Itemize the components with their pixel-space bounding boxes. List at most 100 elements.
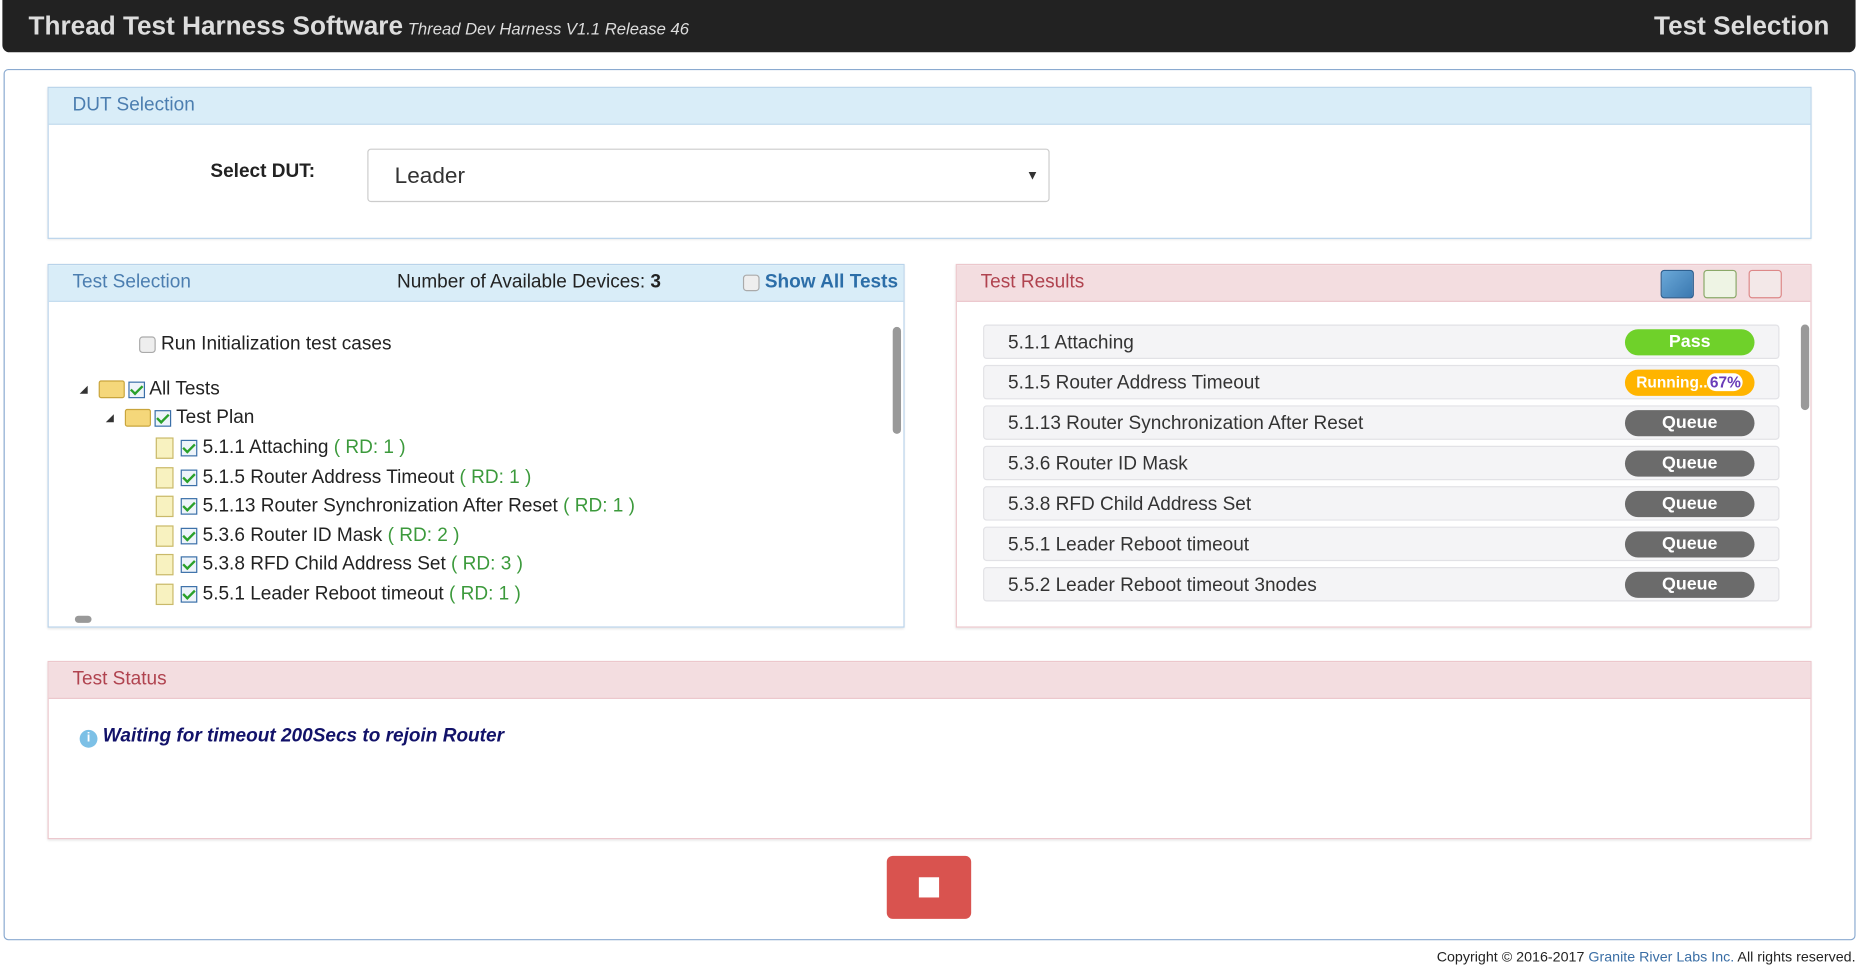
dut-selected-value: Leader <box>394 164 465 190</box>
test-selection-panel: Test Selection Number of Available Devic… <box>47 263 905 628</box>
stop-icon <box>918 877 940 898</box>
status-text: Queue <box>1661 574 1718 595</box>
result-row: 5.1.5 Router Address Timeout Running.. 67% <box>983 364 1780 400</box>
test-results-title: Test Results <box>980 272 1085 293</box>
document-icon <box>155 495 174 518</box>
app-header: Thread Test Harness Software Thread Dev H… <box>2 0 1856 53</box>
tree-checkbox[interactable] <box>180 498 198 515</box>
tree-checkbox[interactable] <box>128 381 146 398</box>
status-badge: Queue <box>1624 410 1755 437</box>
result-test-name: 5.3.6 Router ID Mask <box>1008 454 1188 475</box>
expand-triangle-icon[interactable]: ◢ <box>79 383 88 395</box>
status-text: Queue <box>1661 493 1718 514</box>
tree-test-item[interactable]: 5.3.6 Router ID Mask ( RD: 2 ) <box>155 525 460 547</box>
status-text: Queue <box>1661 533 1718 554</box>
test-name: 5.3.6 Router ID Mask <box>202 525 383 546</box>
run-init-checkbox[interactable] <box>139 336 156 353</box>
status-text: Queue <box>1661 452 1718 474</box>
available-devices-label: Number of Available Devices: <box>397 272 646 293</box>
tree-test-item[interactable]: 5.1.5 Router Address Timeout ( RD: 1 ) <box>155 466 532 489</box>
tree-node-test-plan[interactable]: ◢ Test Plan <box>106 408 255 429</box>
result-row: 5.3.8 RFD Child Address Set Queue <box>983 486 1780 521</box>
tree-test-item[interactable]: 5.3.8 RFD Child Address Set ( RD: 3 ) <box>155 554 523 576</box>
status-message: Waiting for timeout 200Secs to rejoin Ro… <box>102 726 504 747</box>
document-icon <box>155 466 174 489</box>
result-row: 5.5.1 Leader Reboot timeout Queue <box>983 526 1780 562</box>
chevron-down-icon: ▼ <box>1025 168 1039 184</box>
app-title: Thread Test Harness Software Thread Dev H… <box>29 11 689 42</box>
excel-export-icon[interactable] <box>1703 269 1737 299</box>
test-results-header: Test Results <box>956 265 1811 302</box>
document-icon <box>155 525 174 547</box>
app-title-text: Thread Test Harness Software <box>28 10 404 41</box>
status-badge: Pass <box>1624 329 1755 356</box>
tree-checkbox[interactable] <box>180 527 198 545</box>
status-badge: Queue <box>1624 571 1755 598</box>
stop-button[interactable] <box>886 855 972 919</box>
status-badge: Queue <box>1624 450 1755 477</box>
tree-test-item[interactable]: 5.1.1 Attaching ( RD: 1 ) <box>155 437 406 459</box>
tree-checkbox[interactable] <box>180 439 198 457</box>
page-title: Test Selection <box>1654 10 1830 41</box>
chart-export-icon[interactable] <box>1660 269 1694 299</box>
test-selection-header: Test Selection Number of Available Devic… <box>48 265 904 302</box>
dut-panel-title: DUT Selection <box>48 87 1811 125</box>
status-text: Pass <box>1668 331 1711 352</box>
result-test-name: 5.5.2 Leader Reboot timeout 3nodes <box>1008 575 1317 596</box>
test-name: 5.1.5 Router Address Timeout <box>202 466 455 488</box>
dut-selection-panel: DUT Selection Select DUT: Leader ▼ <box>47 86 1812 239</box>
rights-text: All rights reserved. <box>1737 948 1856 966</box>
tree-test-item[interactable]: 5.1.13 Router Synchronization After Rese… <box>155 495 635 518</box>
result-test-name: 5.1.1 Attaching <box>1008 332 1134 354</box>
main-container <box>3 68 1856 941</box>
show-all-tests-toggle[interactable]: Show All Tests <box>742 265 899 301</box>
status-text: Running.. <box>1636 373 1708 392</box>
tree-checkbox[interactable] <box>180 586 198 603</box>
tree-checkbox[interactable] <box>180 556 198 574</box>
result-row: 5.3.6 Router ID Mask Queue <box>983 445 1780 481</box>
result-test-name: 5.5.1 Leader Reboot timeout <box>1008 534 1250 556</box>
available-devices: Number of Available Devices: 3 <box>397 265 661 301</box>
result-test-name: 5.1.5 Router Address Timeout <box>1008 373 1260 394</box>
rd-count: ( RD: 3 ) <box>451 554 523 575</box>
company-link[interactable]: Granite River Labs Inc. <box>1588 948 1735 966</box>
tree-checkbox[interactable] <box>180 469 198 486</box>
copyright-text: Copyright © 2016-2017 <box>1436 948 1585 966</box>
show-all-label: Show All Tests <box>764 272 899 293</box>
rd-count: ( RD: 1 ) <box>459 466 532 488</box>
tree-test-item[interactable]: 5.5.1 Leader Reboot timeout ( RD: 1 ) <box>155 583 521 606</box>
pdf-export-icon[interactable] <box>1748 269 1782 299</box>
show-all-checkbox[interactable] <box>742 274 760 291</box>
tree-node-all-tests[interactable]: ◢ All Tests <box>80 379 220 400</box>
result-row: 5.1.1 Attaching Pass <box>983 324 1780 359</box>
progress-percent: 67% <box>1707 373 1744 392</box>
expand-triangle-icon[interactable]: ◢ <box>105 411 115 424</box>
horizontal-scrollbar[interactable] <box>74 615 92 623</box>
vertical-scrollbar[interactable] <box>892 326 902 434</box>
rd-count: ( RD: 1 ) <box>333 437 406 458</box>
result-row: 5.1.13 Router Synchronization After Rese… <box>983 405 1780 440</box>
status-message-row: i Waiting for timeout 200Secs to rejoin … <box>79 726 504 748</box>
tree-label: Test Plan <box>176 407 255 428</box>
run-init-option[interactable]: Run Initialization test cases <box>139 334 391 355</box>
footer: Copyright © 2016-2017 Granite River Labs… <box>1437 949 1856 966</box>
status-badge: Queue <box>1624 490 1755 518</box>
run-init-label: Run Initialization test cases <box>161 334 392 355</box>
folder-icon <box>98 380 125 399</box>
document-icon <box>155 554 174 576</box>
app-version: Thread Dev Harness V1.1 Release 46 <box>407 19 689 39</box>
document-icon <box>155 437 174 459</box>
result-row: 5.5.2 Leader Reboot timeout 3nodes Queue <box>983 567 1780 602</box>
rd-count: ( RD: 1 ) <box>448 583 521 605</box>
status-badge: Running.. 67% <box>1624 369 1755 396</box>
tree-label: All Tests <box>149 379 220 400</box>
rd-count: ( RD: 2 ) <box>387 525 460 546</box>
dut-select[interactable]: Leader ▼ <box>367 148 1050 203</box>
test-name: 5.1.1 Attaching <box>202 437 329 458</box>
test-status-title: Test Status <box>48 662 1811 699</box>
test-name: 5.3.8 RFD Child Address Set <box>202 554 446 575</box>
test-name: 5.5.1 Leader Reboot timeout <box>202 583 444 605</box>
tree-checkbox[interactable] <box>154 409 172 427</box>
results-scrollbar[interactable] <box>1800 324 1810 411</box>
status-text: Queue <box>1661 412 1718 433</box>
